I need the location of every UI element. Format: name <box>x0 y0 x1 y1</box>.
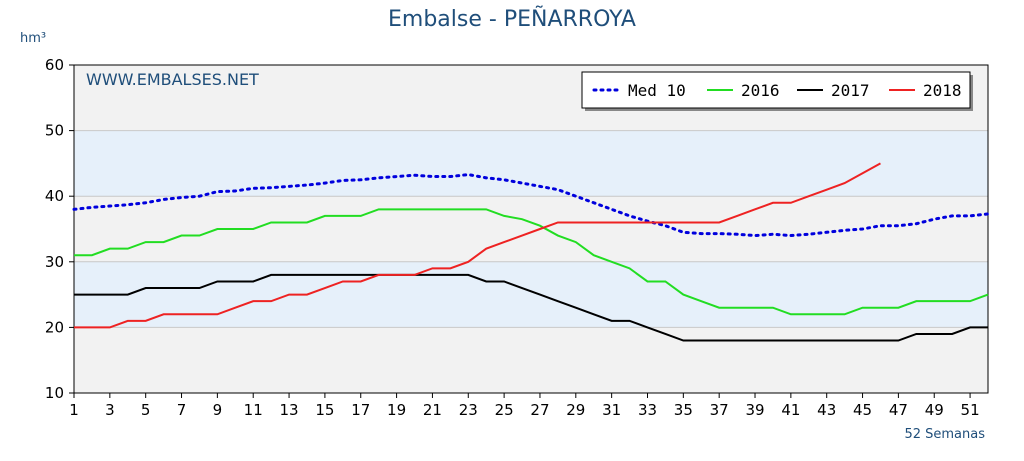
x-tick-label: 7 <box>177 401 187 419</box>
x-tick-label: 33 <box>638 401 657 419</box>
legend-label: 2018 <box>923 81 962 100</box>
line-series <box>74 273 988 342</box>
x-tick-label: 35 <box>674 401 693 419</box>
x-tick-label: 51 <box>961 401 980 419</box>
x-tick-label: 31 <box>602 401 621 419</box>
y-tick-label: 60 <box>45 56 64 74</box>
x-tick-label: 39 <box>745 401 764 419</box>
x-tick-label: 5 <box>141 401 151 419</box>
x-tick-label: 47 <box>889 401 908 419</box>
x-axis-label: 52 Semanas <box>904 427 985 442</box>
legend-label: 2016 <box>741 81 780 100</box>
x-tick-label: 13 <box>280 401 299 419</box>
x-tick-label: 29 <box>566 401 585 419</box>
x-tick-label: 11 <box>244 401 263 419</box>
y-axis-label: hm³ <box>20 31 46 46</box>
x-tick-label: 37 <box>710 401 729 419</box>
legend-label: Med 10 <box>628 81 686 100</box>
x-tick-label: 19 <box>387 401 406 419</box>
band <box>74 327 988 393</box>
x-tick-label: 21 <box>423 401 442 419</box>
band <box>74 261 988 328</box>
x-tick-label: 1 <box>69 401 79 419</box>
x-tick-label: 27 <box>530 401 549 419</box>
y-tick-label: 10 <box>45 384 64 402</box>
x-tick-label: 41 <box>781 401 800 419</box>
x-tick-label: 3 <box>105 401 115 419</box>
x-tick-label: 9 <box>213 401 223 419</box>
plot-frame <box>73 64 989 394</box>
x-tick-label: 23 <box>459 401 478 419</box>
x-tick-label: 15 <box>315 401 334 419</box>
y-tick-label: 40 <box>45 187 64 205</box>
y-tick-label: 20 <box>45 318 64 336</box>
y-tick-label: 30 <box>45 253 64 271</box>
line-series <box>72 173 990 238</box>
line-series <box>74 208 989 316</box>
legend-label: 2017 <box>831 81 870 100</box>
band <box>74 130 988 197</box>
x-tick-label: 43 <box>817 401 836 419</box>
watermark: WWW.EMBALSES.NET <box>86 70 259 89</box>
chart-title: Embalse - PEÑARROYA <box>388 5 636 32</box>
x-tick-label: 45 <box>853 401 872 419</box>
y-tick-label: 50 <box>45 122 64 140</box>
x-tick-label: 25 <box>495 401 514 419</box>
x-tick-label: 17 <box>351 401 370 419</box>
line-series <box>74 162 881 329</box>
band <box>74 196 988 262</box>
x-tick-label: 49 <box>925 401 944 419</box>
